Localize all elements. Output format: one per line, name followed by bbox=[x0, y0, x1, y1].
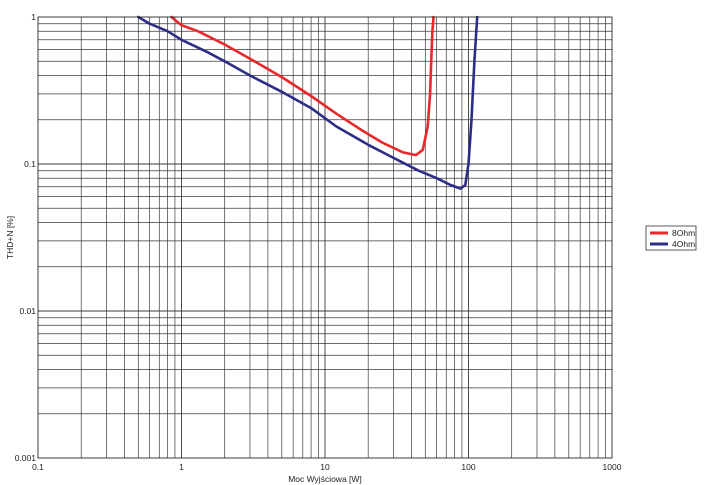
x-tick-label: 1000 bbox=[603, 462, 622, 472]
x-axis-title: Moc Wyjściowa [W] bbox=[288, 474, 362, 484]
legend-label-8ohm: 8Ohm bbox=[672, 228, 695, 238]
series-lines bbox=[137, 15, 479, 190]
y-tick-label: 0.01 bbox=[19, 306, 36, 316]
legend-box bbox=[645, 225, 697, 251]
y-axis-title: THD+N [%] bbox=[5, 216, 15, 259]
series-line-4ohm bbox=[137, 15, 479, 190]
series-line-8ohm bbox=[170, 15, 435, 157]
grid-lines bbox=[38, 17, 612, 458]
y-tick-label: 0.001 bbox=[15, 453, 37, 463]
x-tick-label: 0.1 bbox=[32, 462, 44, 472]
legend-label-4ohm: 4Ohm bbox=[672, 239, 695, 249]
plot-area-frame bbox=[37, 16, 613, 459]
y-tick-label: 0.1 bbox=[24, 159, 36, 169]
tick-labels: 0.1 1 10 100 1000 0.001 0.01 0.1 1 bbox=[15, 12, 622, 472]
x-tick-label: 100 bbox=[461, 462, 475, 472]
x-tick-label: 10 bbox=[320, 462, 330, 472]
y-tick-label: 1 bbox=[31, 12, 36, 22]
legend: 8Ohm 4Ohm bbox=[645, 225, 697, 251]
x-tick-label: 1 bbox=[179, 462, 184, 472]
